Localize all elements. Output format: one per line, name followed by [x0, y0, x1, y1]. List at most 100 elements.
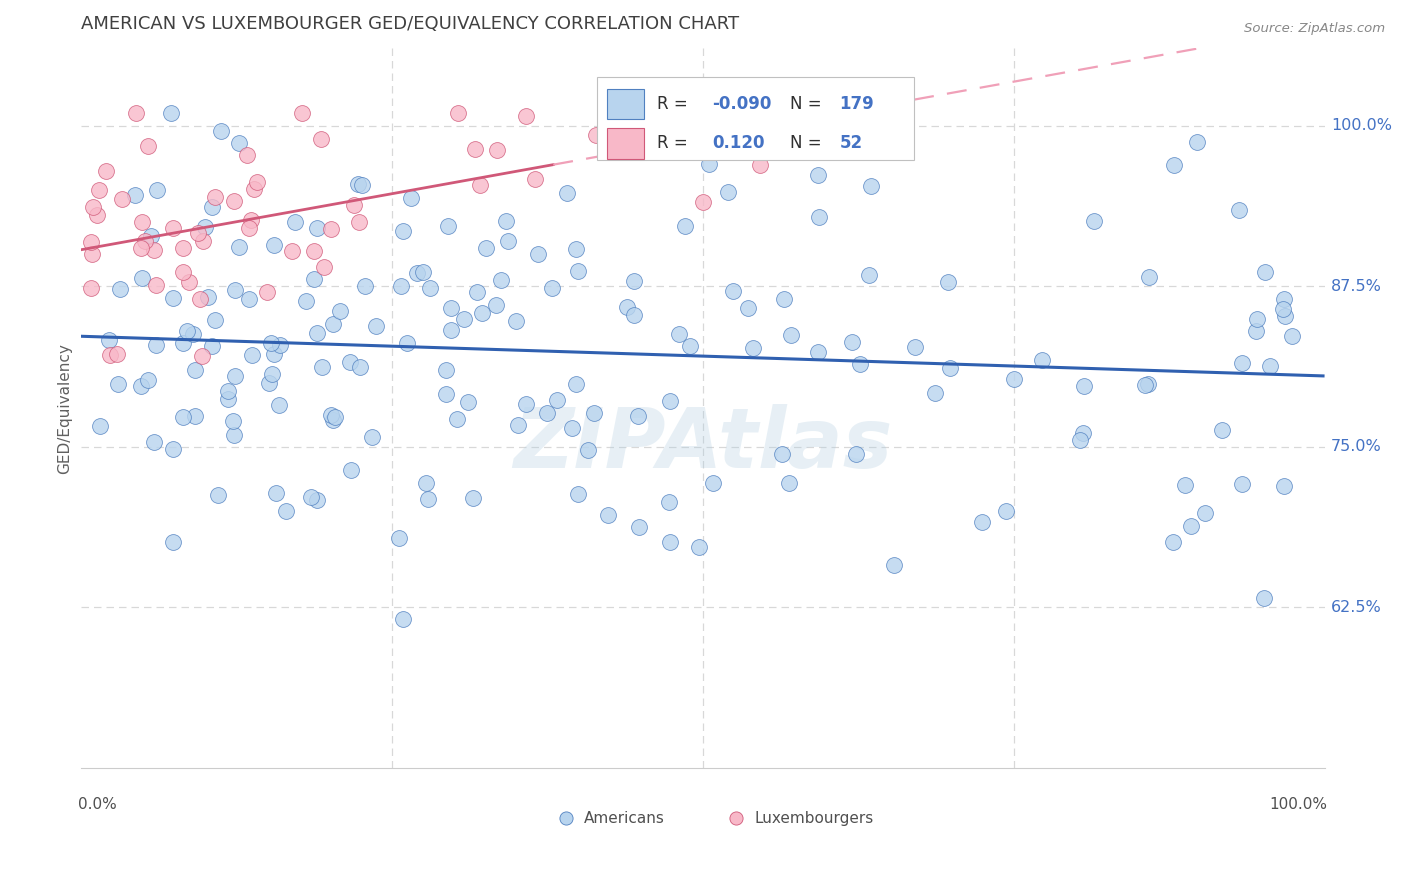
Point [972, 515, 994, 529]
Point [269, 337, 291, 351]
Text: 52: 52 [839, 135, 862, 153]
Text: N =: N = [790, 135, 827, 153]
Point [1258, 359, 1281, 373]
Point [845, 447, 868, 461]
Point [546, 392, 568, 407]
Point [188, 293, 211, 307]
Point [1137, 269, 1160, 284]
Point [406, 266, 429, 280]
Point [858, 268, 880, 282]
Point [111, 192, 134, 206]
Point [1272, 479, 1295, 493]
Point [515, 397, 537, 411]
Point [236, 148, 259, 162]
Point [256, 285, 278, 300]
Point [471, 306, 494, 320]
Point [463, 491, 485, 506]
Point [145, 277, 167, 292]
Point [125, 105, 148, 120]
Point [177, 276, 200, 290]
Point [124, 187, 146, 202]
Point [936, 275, 959, 289]
Point [129, 241, 152, 255]
Point [228, 136, 250, 151]
Point [692, 194, 714, 209]
Point [415, 476, 437, 491]
Point [1174, 478, 1197, 492]
Point [399, 191, 422, 205]
Point [184, 363, 207, 377]
Point [391, 224, 413, 238]
Point [360, 430, 382, 444]
Text: 87.5%: 87.5% [1330, 278, 1382, 293]
Text: 100.0%: 100.0% [1270, 797, 1327, 812]
Y-axis label: GED/Equivalency: GED/Equivalency [58, 343, 72, 474]
Point [496, 234, 519, 248]
Point [748, 158, 770, 172]
Point [87, 183, 110, 197]
Point [623, 308, 645, 322]
Point [1272, 301, 1295, 316]
Point [716, 186, 738, 200]
Point [412, 265, 434, 279]
Point [243, 182, 266, 196]
Point [564, 242, 586, 256]
Point [291, 105, 314, 120]
Point [260, 335, 283, 350]
Point [536, 406, 558, 420]
Point [659, 393, 682, 408]
Point [419, 281, 441, 295]
Point [623, 274, 645, 288]
Point [1227, 203, 1250, 218]
Point [489, 273, 512, 287]
Point [322, 318, 344, 332]
Point [347, 178, 370, 192]
Point [807, 345, 830, 359]
Point [139, 228, 162, 243]
Point [131, 271, 153, 285]
Point [1230, 476, 1253, 491]
Point [107, 377, 129, 392]
Point [723, 284, 745, 298]
Point [1163, 158, 1185, 172]
Point [1272, 292, 1295, 306]
Point [284, 215, 307, 229]
Point [262, 368, 284, 382]
Point [457, 395, 479, 409]
Point [181, 326, 204, 341]
Point [309, 132, 332, 146]
Point [1253, 591, 1275, 605]
Point [145, 337, 167, 351]
Point [162, 442, 184, 456]
Point [582, 406, 605, 420]
Point [136, 139, 159, 153]
Text: -0.090: -0.090 [713, 95, 772, 112]
Point [319, 222, 342, 236]
Point [697, 157, 720, 171]
Point [217, 384, 239, 399]
Point [440, 301, 463, 315]
Point [859, 179, 882, 194]
Point [131, 215, 153, 229]
Point [228, 240, 250, 254]
Point [1073, 379, 1095, 393]
Point [302, 272, 325, 286]
Point [312, 260, 335, 274]
Point [323, 410, 346, 425]
Point [343, 198, 366, 212]
Point [1071, 425, 1094, 440]
Point [627, 409, 650, 423]
Point [364, 319, 387, 334]
Point [217, 392, 239, 406]
Point [207, 488, 229, 502]
FancyBboxPatch shape [596, 78, 914, 160]
Point [841, 334, 863, 349]
Point [349, 215, 371, 229]
Text: 179: 179 [839, 95, 875, 112]
Point [311, 359, 333, 374]
Point [505, 314, 527, 328]
Point [658, 494, 681, 508]
Point [527, 246, 550, 260]
Point [240, 348, 263, 362]
Point [1246, 311, 1268, 326]
